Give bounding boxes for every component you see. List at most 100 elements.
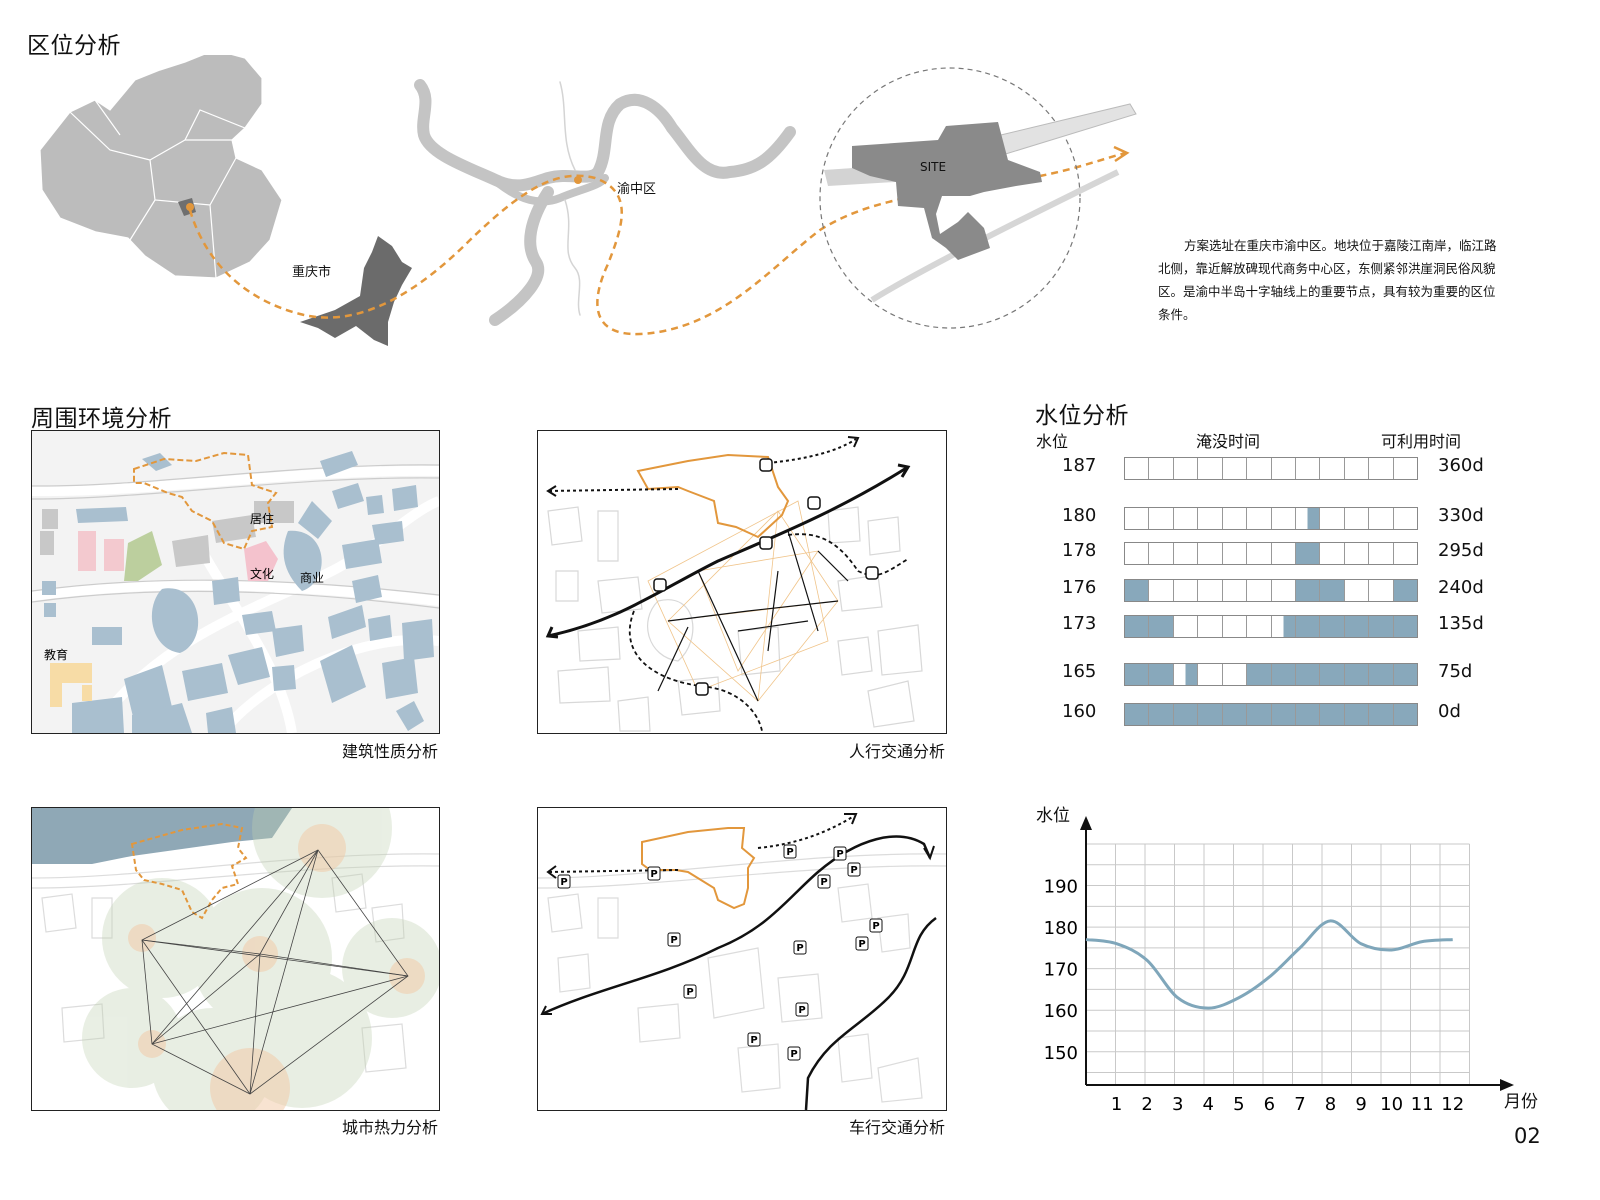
month-cell <box>1125 616 1150 637</box>
water-level-row: 178 295d <box>1062 540 1522 566</box>
month-cell <box>1295 664 1321 685</box>
chongqing-shape <box>300 236 412 346</box>
month-cell <box>1247 508 1272 529</box>
x-tick-label: 8 <box>1325 1094 1336 1115</box>
parking-icon: P <box>820 877 827 888</box>
month-cell <box>1247 543 1272 564</box>
parking-icon: P <box>798 1005 805 1016</box>
water-level-title: 水位分析 <box>1035 403 1129 429</box>
month-cell <box>1247 458 1272 479</box>
month-cell <box>1198 543 1223 564</box>
month-cell <box>1393 508 1418 529</box>
month-cell <box>1344 704 1370 725</box>
month-cell <box>1369 664 1394 685</box>
water-level-row: 165 75d <box>1062 661 1522 687</box>
month-cell <box>1247 664 1272 685</box>
month-cell <box>1173 704 1199 725</box>
water-level-row: 180 330d <box>1062 505 1522 531</box>
caption-vehicle-traffic: 车行交通分析 <box>848 1118 945 1137</box>
month-cell <box>1393 616 1418 637</box>
flood-months-bar <box>1124 457 1418 480</box>
month-cell <box>1320 458 1345 479</box>
x-tick-label: 1 <box>1111 1094 1122 1115</box>
month-cell <box>1173 543 1199 564</box>
location-description: 方案选址在重庆市渝中区。地块位于嘉陵江南岸，临江路北侧，靠近解放碑现代商务中心区… <box>1158 238 1497 322</box>
usable-days-value: 360d <box>1438 455 1484 476</box>
month-cell <box>1222 664 1248 685</box>
heat-network-lines <box>141 849 409 1095</box>
month-cell <box>1271 508 1296 529</box>
water-level-row: 173 135d <box>1062 613 1522 639</box>
month-cell <box>1369 580 1394 601</box>
usable-days-value: 330d <box>1438 505 1484 526</box>
parking-icons: P P P P P P P P P P P P P P <box>557 844 883 1061</box>
month-cell <box>1198 508 1223 529</box>
culture-zone <box>244 541 278 581</box>
flood-months-bar <box>1124 579 1418 602</box>
y-axis-arrow-icon <box>1080 816 1092 830</box>
month-cell <box>1125 704 1150 725</box>
month-cell <box>1198 664 1223 685</box>
water-level-value: 173 <box>1062 613 1097 634</box>
parking-icon: P <box>560 877 567 888</box>
month-cell <box>1198 458 1223 479</box>
month-cell <box>1173 580 1199 601</box>
chart-xlabel: 月份 <box>1504 1092 1538 1112</box>
month-cell <box>1271 543 1296 564</box>
x-tick-label: 9 <box>1355 1094 1366 1115</box>
month-cell <box>1173 616 1199 637</box>
water-level-value: 187 <box>1062 455 1097 476</box>
month-cell <box>1222 704 1248 725</box>
month-cell <box>1344 580 1370 601</box>
surroundings-title: 周围环境分析 <box>31 406 172 432</box>
month-cell <box>1369 508 1394 529</box>
month-cell <box>1125 580 1150 601</box>
month-cell <box>1320 508 1345 529</box>
parking-icon: P <box>750 1035 757 1046</box>
building-function-map: 居住 文化 商业 教育 <box>31 430 440 734</box>
month-cell <box>1344 458 1370 479</box>
commercial-label: 商业 <box>300 570 324 585</box>
x-tick-label: 11 <box>1411 1094 1434 1115</box>
header-usable-time: 可利用时间 <box>1381 432 1462 451</box>
month-cell <box>1125 664 1150 685</box>
month-cell <box>1295 580 1321 601</box>
page-number: 02 <box>1514 1124 1541 1148</box>
month-cell <box>1149 508 1174 529</box>
month-cell <box>1369 704 1394 725</box>
x-tick-label: 4 <box>1203 1094 1214 1115</box>
water-level-row: 176 240d <box>1062 577 1522 603</box>
water-level-value: 176 <box>1062 577 1097 598</box>
x-tick-label: 6 <box>1264 1094 1275 1115</box>
water-level-value: 178 <box>1062 540 1097 561</box>
month-cell <box>1198 616 1223 637</box>
chart-ylabel: 水位 <box>1036 806 1070 826</box>
y-tick-label: 170 <box>1044 960 1078 981</box>
flood-months-bar <box>1124 663 1418 686</box>
location-map-illustration: 重庆市 渝中区 SITE <box>39 55 1137 346</box>
series-line <box>1085 919 1453 1010</box>
month-cell <box>1295 616 1321 637</box>
pedestrian-traffic-map <box>537 430 947 734</box>
y-tick-label: 160 <box>1044 1001 1078 1022</box>
month-cell <box>1344 616 1370 637</box>
parking-icon: P <box>686 987 693 998</box>
month-cell <box>1295 704 1321 725</box>
month-cell <box>1320 580 1345 601</box>
month-cell <box>1149 616 1174 637</box>
month-cell <box>1271 580 1296 601</box>
usable-days-value: 75d <box>1438 661 1473 682</box>
month-cell <box>1222 458 1248 479</box>
month-cell <box>1247 580 1272 601</box>
month-cell <box>1125 458 1150 479</box>
x-tick-label: 12 <box>1441 1094 1464 1115</box>
water-level-row: 160 0d <box>1062 701 1522 727</box>
month-cell <box>1271 458 1296 479</box>
header-flood-time: 淹没时间 <box>1196 432 1261 451</box>
parking-icon: P <box>796 943 803 954</box>
month-cell <box>1222 543 1248 564</box>
water-level-value: 180 <box>1062 505 1097 526</box>
month-cell <box>1271 616 1296 637</box>
month-cell <box>1222 580 1248 601</box>
